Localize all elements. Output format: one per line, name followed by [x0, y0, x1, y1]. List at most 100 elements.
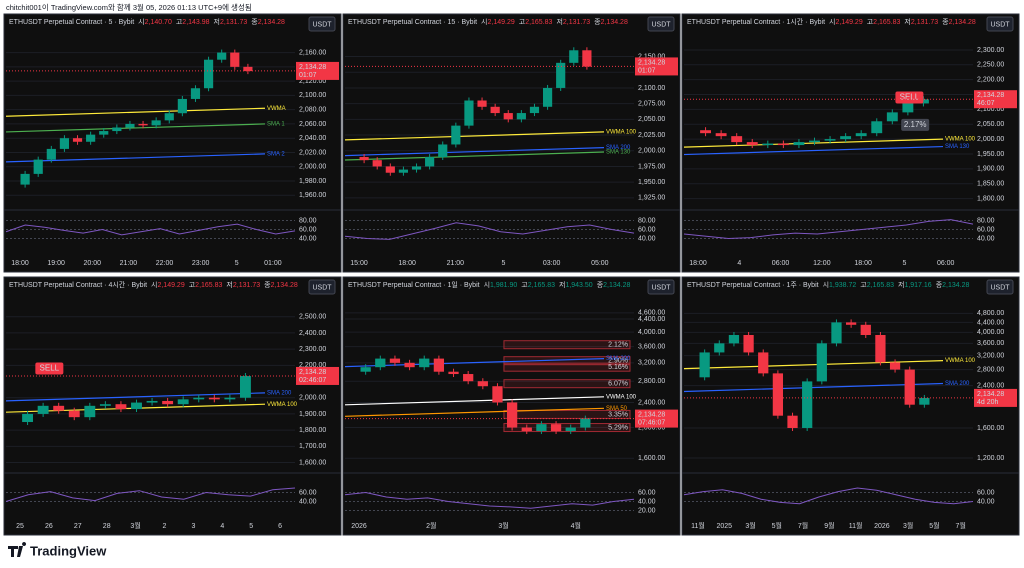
- candle: [787, 415, 798, 428]
- level-label: 6.07%: [608, 381, 628, 388]
- ohlc-value: 2,165.83: [867, 282, 894, 289]
- price-tag-timer: 4d 20h: [977, 399, 999, 406]
- title-text: ETHUSDT Perpetual Contract · 1시간 · Bybit: [687, 17, 825, 26]
- candle: [728, 334, 740, 344]
- price-tick-label: 2,800.00: [638, 378, 665, 385]
- level-label: 5.16%: [608, 364, 628, 371]
- price-tag: [635, 57, 678, 76]
- candle: [809, 140, 820, 143]
- time-label: 12:00: [813, 260, 831, 267]
- indicator-line: [5, 392, 266, 402]
- time-label: 2025: [716, 523, 732, 530]
- price-tick-label: 2,050.00: [638, 116, 665, 123]
- time-label: 5: [902, 260, 906, 267]
- rsi-line: [683, 219, 974, 240]
- ohlc-label: 저: [559, 280, 565, 289]
- rsi-line: [5, 223, 296, 236]
- time-label: 22:00: [156, 260, 174, 267]
- ohlc-value: 2,131.73: [911, 19, 938, 26]
- candle: [404, 362, 415, 368]
- candle: [758, 352, 769, 374]
- price-tick-label: 1,950.00: [977, 151, 1004, 158]
- price-tag-timer: 01:07: [299, 72, 317, 79]
- candle: [33, 159, 43, 174]
- price-tick-label: 2,000.00: [299, 164, 326, 171]
- candle: [53, 405, 65, 411]
- rsi-tick-label: 80.00: [638, 217, 656, 224]
- price-tick-label: 2,400.00: [299, 330, 326, 337]
- price-tick-label: 1,800.00: [299, 427, 326, 434]
- time-label: 25: [16, 523, 24, 530]
- price-tag-label: 2,134.28: [299, 64, 326, 71]
- currency-label: USDT: [990, 284, 1010, 291]
- price-tag: [296, 366, 339, 385]
- time-label: 2026: [351, 523, 367, 530]
- price-tick-label: 1,200.00: [977, 455, 1004, 462]
- time-label: 3월: [745, 521, 755, 530]
- panel-bg: [681, 13, 1020, 273]
- time-label: 5: [249, 523, 253, 530]
- level-label: 2.12%: [608, 342, 628, 349]
- candle: [919, 397, 930, 405]
- time-label: 3월: [498, 521, 508, 530]
- candle: [193, 397, 205, 400]
- candle: [385, 166, 395, 173]
- time-label: 21:00: [447, 260, 465, 267]
- price-tag: [974, 90, 1017, 109]
- candle: [777, 143, 789, 146]
- candle: [580, 418, 591, 428]
- rsi-tick-label: 60.00: [299, 226, 317, 233]
- candle: [72, 138, 83, 142]
- indicator-label: SMA 200: [606, 145, 631, 151]
- price-tick-label: 2,080.00: [299, 107, 326, 114]
- price-tick-label: 4,800.00: [977, 310, 1004, 317]
- time-label: 27: [74, 523, 82, 530]
- time-label: 26: [45, 523, 53, 530]
- time-label: 2: [163, 523, 167, 530]
- price-tick-label: 2,100.00: [299, 92, 326, 99]
- rsi-line: [683, 487, 974, 505]
- time-label: 06:00: [772, 260, 790, 267]
- candle: [419, 358, 430, 368]
- ohlc-label: 종: [594, 18, 601, 26]
- candle: [529, 106, 540, 114]
- candle: [889, 362, 901, 370]
- time-label: 21:00: [120, 260, 138, 267]
- candle: [582, 50, 592, 67]
- indicator-line: [344, 147, 605, 157]
- price-tick-label: 2,120.00: [299, 78, 326, 85]
- price-tick-label: 2,800.00: [977, 366, 1004, 373]
- indicator-line: [683, 145, 944, 156]
- price-tag: [635, 409, 678, 428]
- candle: [138, 123, 148, 126]
- candle: [411, 166, 422, 170]
- chart-panel: ETHUSDT Perpetual Contract · 1주 · Bybit 시…: [681, 276, 1020, 536]
- chart-panel: ETHUSDT Perpetual Contract · 4시간 · Bybit…: [3, 276, 342, 536]
- currency-button: [647, 279, 675, 295]
- candle: [22, 413, 34, 423]
- indicator-line: [344, 131, 605, 141]
- time-label: 19:00: [47, 260, 65, 267]
- price-tick-label: 1,950.00: [638, 179, 665, 186]
- ohlc-label: 저: [226, 280, 232, 289]
- candle: [845, 322, 857, 325]
- level-box: [503, 340, 631, 350]
- time-label: 05:00: [591, 260, 609, 267]
- level-label: 5.29%: [608, 424, 628, 431]
- ohlc-label: 고: [519, 18, 526, 26]
- ohlc-label: 종: [936, 281, 943, 289]
- candle: [550, 424, 562, 432]
- candle: [433, 358, 445, 372]
- time-label: 18:00: [11, 260, 29, 267]
- candle: [902, 103, 914, 113]
- ohlc-label: 저: [904, 17, 910, 26]
- ohlc-value: 2,165.83: [528, 282, 555, 289]
- candle: [68, 410, 80, 418]
- indicator-label: VWMA 100: [606, 129, 637, 135]
- candle: [871, 121, 883, 134]
- candle: [477, 381, 488, 387]
- indicator-label: VWMA 100: [267, 402, 298, 408]
- price-tick-label: 4,400.00: [638, 316, 665, 323]
